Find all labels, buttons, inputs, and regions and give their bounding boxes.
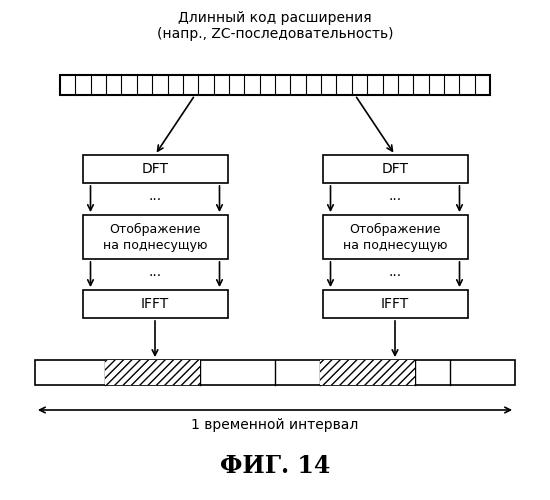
Text: ФИГ. 14: ФИГ. 14 xyxy=(220,454,330,478)
Text: 1 временной интервал: 1 временной интервал xyxy=(191,418,359,432)
Bar xyxy=(82,290,228,318)
Bar xyxy=(322,290,468,318)
Text: IFFT: IFFT xyxy=(141,297,169,311)
Bar xyxy=(322,215,468,259)
Text: ...: ... xyxy=(388,189,401,203)
Bar xyxy=(322,155,468,183)
Text: Длинный код расширения: Длинный код расширения xyxy=(178,11,372,25)
Text: ...: ... xyxy=(388,265,401,279)
Text: IFFT: IFFT xyxy=(381,297,409,311)
Text: Отображение
на поднесущую: Отображение на поднесущую xyxy=(343,222,447,252)
Bar xyxy=(35,360,515,385)
Bar xyxy=(82,215,228,259)
Bar xyxy=(60,75,490,95)
Text: DFT: DFT xyxy=(141,162,168,176)
Text: (напр., ZC-последовательность): (напр., ZC-последовательность) xyxy=(157,27,393,41)
Bar xyxy=(82,155,228,183)
Bar xyxy=(105,360,200,385)
Text: ...: ... xyxy=(148,189,162,203)
Text: ...: ... xyxy=(148,265,162,279)
Bar xyxy=(320,360,415,385)
Text: DFT: DFT xyxy=(382,162,409,176)
Text: Отображение
на поднесущую: Отображение на поднесущую xyxy=(103,222,207,252)
